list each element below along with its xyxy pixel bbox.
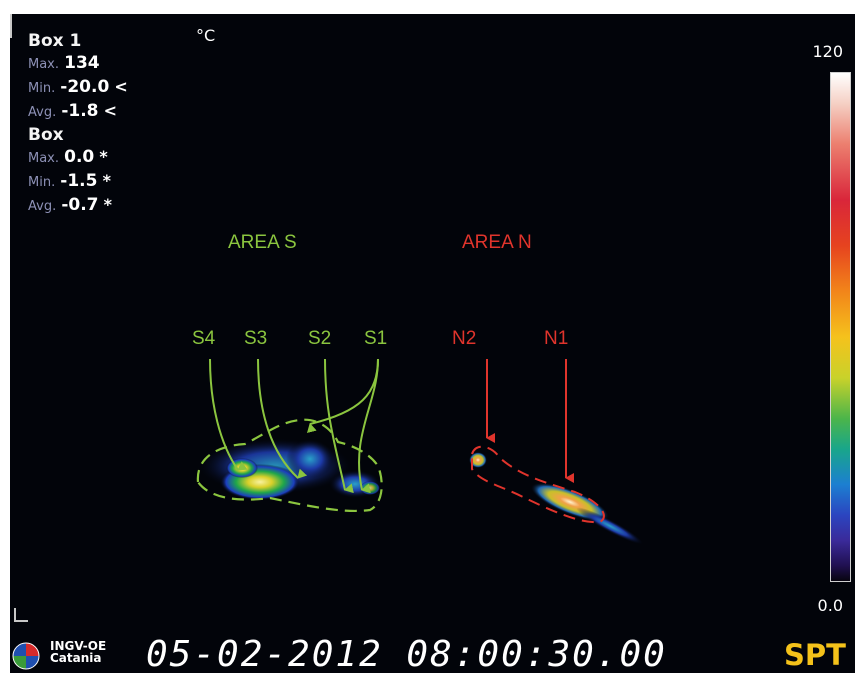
box-title: Box [28, 125, 64, 145]
box-avg-row: Avg. -0.7 * [28, 194, 128, 218]
area-n-label: AREA N [462, 232, 532, 253]
box-statistics-panel: Box 1 Max. 134 Min. -20.0 < Avg. -1.8 < … [28, 30, 128, 218]
thermal-camera-frame: S4 S3 S2 S1 N2 N1 Box 1 Max. 134 Min. -2… [10, 14, 855, 673]
vent-label-s1: S1 [364, 328, 387, 349]
temperature-colorbar [830, 72, 851, 582]
arrow-s3 [257, 358, 308, 479]
area-n-thermal-anomaly [469, 452, 644, 545]
box1-min-row: Min. -20.0 < [28, 76, 128, 100]
colorbar-min-label: 0.0 [817, 596, 843, 615]
stat-flag: * [99, 147, 108, 166]
area-s-arrows [209, 358, 379, 494]
stat-key: Avg. [28, 199, 57, 214]
stat-flag: < [103, 101, 117, 120]
vent-label-s4: S4 [192, 328, 216, 349]
arrow-s1-b [358, 358, 379, 494]
stat-flag: < [114, 77, 128, 96]
thermal-image: S4 S3 S2 S1 N2 N1 [192, 328, 644, 545]
stat-key: Max. [28, 151, 60, 166]
stat-flag: * [103, 195, 112, 214]
area-n-outline [471, 445, 605, 524]
globe-logo-icon [12, 642, 40, 670]
crosshair-corner-icon [14, 608, 28, 622]
brand-label: SPT [784, 638, 846, 672]
capture-timestamp: 05-02-2012 08:00:30.00 [146, 634, 667, 673]
vent-label-n2: N2 [452, 328, 476, 349]
arrow-s2 [324, 358, 354, 494]
logo-line1: INGV-OE [50, 639, 107, 653]
colorbar-max-label: 120 [812, 42, 843, 61]
stat-value: -0.7 [61, 195, 99, 215]
stat-key: Min. [28, 81, 56, 96]
vent-label-s3: S3 [244, 328, 267, 349]
crosshair-corner-icon [10, 14, 18, 38]
area-s-label: AREA S [228, 232, 297, 253]
area-s-outline [196, 418, 383, 513]
stat-key: Max. [28, 57, 60, 72]
stat-value: -1.5 [60, 171, 98, 191]
box1-title: Box 1 [28, 31, 82, 51]
institution-logo-text: INGV-OE Catania [50, 640, 106, 664]
vent-label-s2: S2 [308, 328, 331, 349]
logo-line2: Catania [50, 651, 102, 665]
vent-label-n1: N1 [544, 328, 568, 349]
box1-max-row: Max. 134 [28, 52, 128, 76]
stat-flag: * [102, 171, 111, 190]
arrow-s4 [209, 358, 248, 471]
stat-value: -1.8 [61, 101, 99, 121]
temperature-unit: °C [196, 26, 216, 45]
stat-key: Min. [28, 175, 56, 190]
stat-value: 134 [64, 53, 100, 73]
box1-avg-row: Avg. -1.8 < [28, 100, 128, 124]
area-n-arrows [486, 359, 574, 483]
stat-value: 0.0 [64, 147, 95, 167]
box-min-row: Min. -1.5 * [28, 170, 128, 194]
stat-key: Avg. [28, 105, 57, 120]
stat-value: -20.0 [60, 77, 110, 97]
box-max-row: Max. 0.0 * [28, 146, 128, 170]
